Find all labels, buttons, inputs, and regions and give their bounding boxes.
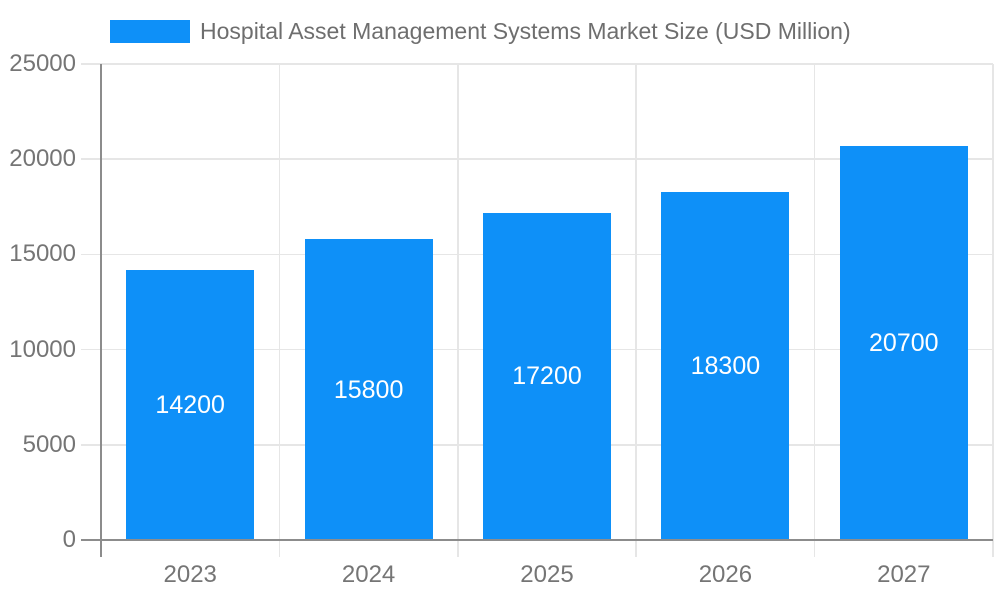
y-axis-tick-label: 10000 [9,335,76,363]
y-axis-tick-label: 15000 [9,240,76,268]
x-gridline [457,64,459,557]
bar-value-label: 15800 [333,375,404,404]
bar-value-label: 14200 [155,390,225,419]
chart-title: Hospital Asset Management Systems Market… [200,18,851,44]
x-axis-tick-label: 2025 [520,561,574,588]
x-axis-tick-label: 2026 [698,561,753,588]
x-axis-line [81,539,993,541]
bar-value-label: 20700 [869,328,939,357]
x-axis-tick-label: 2023 [163,561,217,588]
bar-value-label: 18300 [690,351,761,380]
x-gridline [635,64,637,557]
legend-swatch [110,20,190,43]
x-gridline [813,64,816,557]
y-axis-tick-label: 20000 [9,145,76,173]
x-axis-tick-label: 2027 [877,561,931,588]
y-axis-tick-label: 0 [62,526,76,553]
bar: 20700 [839,145,968,540]
bar: 17200 [483,212,611,540]
bar: 14200 [126,269,255,540]
y-axis-line [100,64,102,557]
x-gridline [278,64,281,557]
y-axis-tick-label: 25000 [9,50,76,77]
bar-value-label: 17200 [512,362,582,391]
y-gridline [81,158,993,160]
y-gridline [81,63,993,65]
bar: 15800 [304,239,433,540]
y-axis-tick-label: 5000 [22,430,76,458]
bar: 18300 [661,191,790,540]
x-axis-tick-label: 2024 [341,561,396,588]
x-gridline [992,64,994,557]
